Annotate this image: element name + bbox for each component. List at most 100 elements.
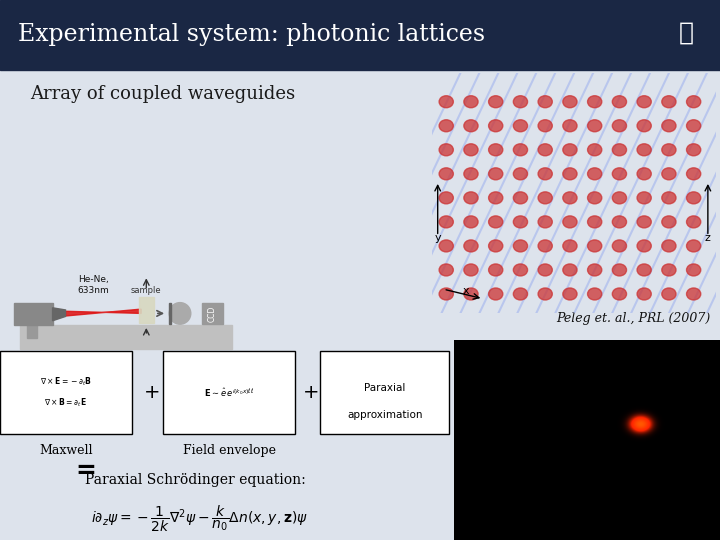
Circle shape — [662, 120, 676, 132]
Circle shape — [439, 168, 454, 180]
Circle shape — [588, 144, 602, 156]
Circle shape — [662, 96, 676, 108]
FancyBboxPatch shape — [163, 351, 295, 434]
Text: Paraxial Schrödinger equation:: Paraxial Schrödinger equation: — [85, 472, 305, 487]
Circle shape — [464, 288, 478, 300]
Circle shape — [563, 264, 577, 276]
Circle shape — [538, 264, 552, 276]
Circle shape — [464, 96, 478, 108]
Bar — [139, 297, 154, 323]
Circle shape — [439, 288, 454, 300]
Circle shape — [637, 120, 652, 132]
Text: z: z — [705, 233, 711, 243]
Circle shape — [563, 216, 577, 228]
Text: Peleg et. al., PRL (2007): Peleg et. al., PRL (2007) — [556, 312, 710, 325]
Circle shape — [538, 144, 552, 156]
Circle shape — [464, 168, 478, 180]
Circle shape — [563, 240, 577, 252]
Text: sample: sample — [131, 286, 161, 295]
Circle shape — [489, 192, 503, 204]
Circle shape — [687, 264, 701, 276]
Circle shape — [538, 288, 552, 300]
Bar — [660, 4, 712, 66]
Circle shape — [687, 216, 701, 228]
Text: x: x — [463, 286, 469, 296]
Circle shape — [687, 240, 701, 252]
Circle shape — [588, 216, 602, 228]
Circle shape — [687, 288, 701, 300]
Circle shape — [687, 96, 701, 108]
Polygon shape — [66, 309, 141, 316]
Bar — [202, 302, 223, 324]
Circle shape — [513, 144, 528, 156]
Circle shape — [637, 288, 652, 300]
Circle shape — [513, 240, 528, 252]
Text: y: y — [434, 233, 441, 243]
Circle shape — [464, 240, 478, 252]
Circle shape — [637, 96, 652, 108]
Circle shape — [662, 192, 676, 204]
Text: ⛉: ⛉ — [678, 21, 693, 45]
Circle shape — [637, 192, 652, 204]
Circle shape — [637, 216, 652, 228]
Circle shape — [588, 264, 602, 276]
Circle shape — [169, 302, 191, 324]
Circle shape — [687, 168, 701, 180]
Circle shape — [538, 120, 552, 132]
Text: He-Ne,
633nm: He-Ne, 633nm — [78, 275, 109, 295]
Circle shape — [439, 120, 454, 132]
Text: =: = — [76, 460, 96, 483]
Circle shape — [588, 168, 602, 180]
Text: Experimental system: photonic lattices: Experimental system: photonic lattices — [18, 24, 485, 46]
Text: $\mathbf{E}\sim\hat{e}\,e^{i(k_0 x)\ell\ell}$: $\mathbf{E}\sim\hat{e}\,e^{i(k_0 x)\ell\… — [204, 386, 254, 399]
Circle shape — [489, 216, 503, 228]
Circle shape — [612, 120, 626, 132]
Bar — [0, 0, 720, 70]
Circle shape — [538, 192, 552, 204]
Text: $\nabla\times\mathbf{E} = -\partial_t\mathbf{B}$
$\nabla\times\mathbf{B} = \part: $\nabla\times\mathbf{E} = -\partial_t\ma… — [40, 375, 91, 409]
Circle shape — [612, 144, 626, 156]
Circle shape — [662, 168, 676, 180]
Circle shape — [538, 240, 552, 252]
Circle shape — [538, 168, 552, 180]
Circle shape — [489, 96, 503, 108]
Circle shape — [662, 264, 676, 276]
Circle shape — [513, 168, 528, 180]
Circle shape — [612, 216, 626, 228]
Text: Maxwell: Maxwell — [39, 444, 93, 457]
Bar — [14, 303, 53, 325]
Circle shape — [588, 240, 602, 252]
Circle shape — [538, 96, 552, 108]
Circle shape — [464, 144, 478, 156]
Circle shape — [687, 192, 701, 204]
Circle shape — [489, 168, 503, 180]
Text: approximation: approximation — [347, 410, 423, 420]
Circle shape — [662, 240, 676, 252]
Text: $i\partial_z\psi = -\dfrac{1}{2k}\nabla^2\psi - \dfrac{k}{n_0}\Delta n(x,y,\math: $i\partial_z\psi = -\dfrac{1}{2k}\nabla^… — [91, 504, 308, 535]
Circle shape — [489, 288, 503, 300]
Circle shape — [489, 120, 503, 132]
Circle shape — [687, 144, 701, 156]
Text: +: + — [144, 383, 161, 402]
Circle shape — [464, 264, 478, 276]
Text: +: + — [302, 383, 319, 402]
Circle shape — [489, 240, 503, 252]
Circle shape — [513, 264, 528, 276]
Circle shape — [563, 168, 577, 180]
Text: Array of coupled waveguides: Array of coupled waveguides — [30, 85, 295, 103]
Circle shape — [563, 120, 577, 132]
Circle shape — [612, 240, 626, 252]
Text: Paraxial: Paraxial — [364, 383, 405, 393]
Circle shape — [563, 192, 577, 204]
Text: Field envelope: Field envelope — [183, 444, 276, 457]
Circle shape — [662, 144, 676, 156]
Circle shape — [563, 96, 577, 108]
Circle shape — [513, 288, 528, 300]
Circle shape — [439, 192, 454, 204]
Circle shape — [439, 264, 454, 276]
Circle shape — [439, 240, 454, 252]
FancyBboxPatch shape — [0, 351, 132, 434]
Circle shape — [513, 192, 528, 204]
Circle shape — [612, 264, 626, 276]
Circle shape — [612, 96, 626, 108]
